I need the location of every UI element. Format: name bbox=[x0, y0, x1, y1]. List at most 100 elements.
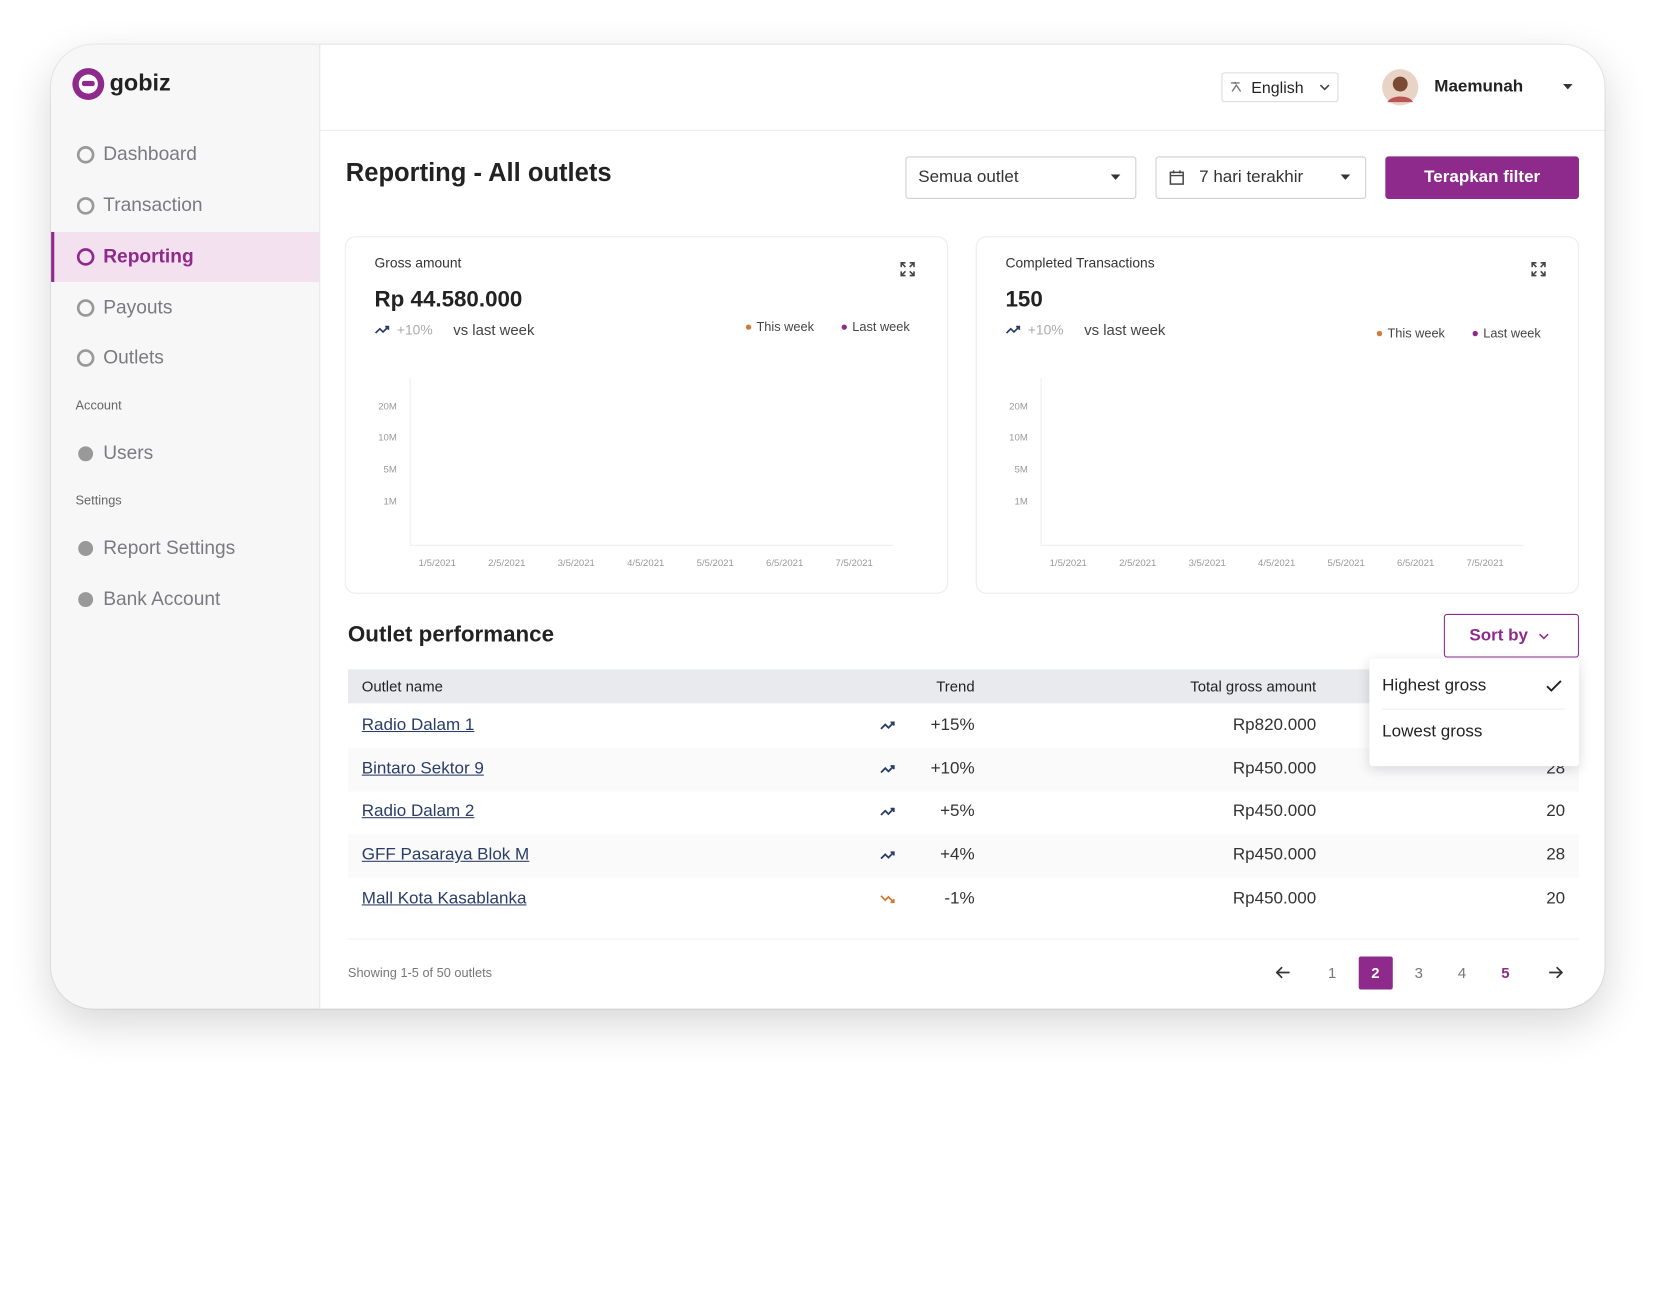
section-title: Outlet performance bbox=[347, 622, 555, 647]
column-header: Outlet name bbox=[361, 677, 443, 695]
legend-label: This week bbox=[1387, 325, 1445, 341]
page-number[interactable]: 2 bbox=[1371, 963, 1380, 982]
current-page-box bbox=[1358, 956, 1393, 990]
outlet-link[interactable]: Radio Dalam 2 bbox=[361, 802, 475, 821]
table-bottom-divider bbox=[347, 938, 1579, 940]
legend-label: This week bbox=[756, 319, 814, 335]
transaction-count: 28 bbox=[1546, 845, 1566, 865]
y-axis-line bbox=[409, 377, 411, 545]
nav-item[interactable]: Reporting bbox=[103, 245, 194, 267]
nav-icon bbox=[76, 197, 95, 215]
trend-up-icon bbox=[880, 808, 895, 817]
outlet-filter[interactable] bbox=[905, 156, 1137, 199]
check-icon bbox=[1546, 680, 1562, 692]
nav-icon bbox=[76, 349, 95, 367]
nav-item[interactable]: Bank Account bbox=[103, 587, 221, 610]
gross-amount: Rp450.000 bbox=[1232, 759, 1317, 778]
nav-item[interactable]: Report Settings bbox=[103, 536, 236, 559]
card-change: +10% bbox=[396, 321, 433, 338]
card-comparison: vs last week bbox=[453, 321, 535, 339]
trend-up-icon bbox=[374, 325, 390, 334]
card-value: Rp 44.580.000 bbox=[374, 287, 523, 312]
transaction-count: 20 bbox=[1546, 889, 1566, 908]
y-axis-line bbox=[1040, 377, 1042, 545]
nav-item[interactable]: Payouts bbox=[103, 296, 173, 318]
apply-button[interactable] bbox=[1385, 156, 1579, 199]
outlet-link[interactable]: Radio Dalam 1 bbox=[361, 716, 475, 735]
x-axis-label: 7/5/2021 bbox=[835, 557, 873, 569]
sort-menu-divider bbox=[1382, 708, 1566, 710]
prev-arrow bbox=[1275, 966, 1290, 979]
legend-dot bbox=[841, 324, 847, 330]
nav-section-heading: Account bbox=[75, 397, 122, 413]
calendar-icon bbox=[1169, 170, 1184, 185]
trend-value: -1% bbox=[944, 889, 975, 908]
x-axis-label: 2/5/2021 bbox=[488, 557, 526, 569]
date-filter[interactable] bbox=[1155, 156, 1367, 199]
nav-item[interactable]: Outlets bbox=[103, 346, 164, 368]
column-header: Trend bbox=[936, 677, 975, 695]
apply-button-label[interactable]: Terapkan filter bbox=[1424, 168, 1541, 187]
sort-button[interactable] bbox=[1443, 613, 1579, 658]
x-axis-label: 4/5/2021 bbox=[627, 557, 665, 569]
x-axis-label: 5/5/2021 bbox=[1327, 557, 1365, 569]
app-window: gobiz Dashboard Transaction Reporting Payout… bbox=[51, 44, 1605, 1009]
page-title: Reporting - All outlets bbox=[345, 158, 612, 188]
x-axis-label: 7/5/2021 bbox=[1466, 557, 1504, 569]
card-title: Completed Transactions bbox=[1005, 254, 1155, 271]
row-stripe bbox=[347, 834, 1579, 878]
nav-item[interactable]: Transaction bbox=[103, 194, 203, 216]
nav-item[interactable]: Dashboard bbox=[103, 143, 197, 165]
card-change: +10% bbox=[1027, 321, 1064, 338]
gross-amount: Rp450.000 bbox=[1232, 845, 1317, 865]
nav-item[interactable]: Users bbox=[103, 442, 154, 464]
trend-up-icon bbox=[880, 851, 895, 860]
user-name[interactable]: Maemunah bbox=[1434, 77, 1524, 96]
x-axis-label: 6/5/2021 bbox=[1397, 557, 1435, 569]
trend-up-icon bbox=[880, 764, 895, 773]
trend-value: +15% bbox=[930, 716, 975, 735]
brand-name: gobiz bbox=[109, 69, 171, 96]
date-filter-label[interactable]: 7 hari terakhir bbox=[1199, 168, 1304, 187]
language-select[interactable] bbox=[1221, 72, 1339, 103]
page-number[interactable]: 1 bbox=[1327, 963, 1337, 982]
outlet-link[interactable]: GFF Pasaraya Blok M bbox=[361, 845, 530, 865]
sort-option[interactable]: Lowest gross bbox=[1382, 722, 1483, 741]
sort-menu bbox=[1369, 658, 1579, 767]
x-axis-label: 6/5/2021 bbox=[766, 557, 804, 569]
y-axis-label: 5M bbox=[1014, 463, 1028, 475]
y-axis-label: 10M bbox=[1009, 431, 1028, 443]
legend-dot bbox=[745, 324, 752, 330]
nav-icon bbox=[76, 248, 95, 266]
language-icon bbox=[1231, 81, 1242, 92]
page-number[interactable]: 5 bbox=[1501, 963, 1510, 982]
outlet-link[interactable]: Bintaro Sektor 9 bbox=[361, 759, 484, 778]
y-axis-label: 20M bbox=[1009, 401, 1028, 412]
sort-button-label[interactable]: Sort by bbox=[1469, 626, 1529, 645]
avatar bbox=[1382, 69, 1419, 106]
language-label[interactable]: English bbox=[1251, 79, 1304, 98]
header-divider bbox=[319, 129, 1605, 131]
pagination-summary: Showing 1-5 of 50 outlets bbox=[347, 965, 493, 980]
transaction-count: 20 bbox=[1546, 802, 1566, 821]
page-number[interactable]: 4 bbox=[1457, 963, 1467, 982]
outlet-filter-label[interactable]: Semua outlet bbox=[918, 168, 1019, 187]
legend-dot bbox=[1472, 330, 1478, 337]
nav-icon bbox=[76, 299, 95, 317]
y-axis-label: 20M bbox=[378, 401, 397, 412]
x-axis-label: 3/5/2021 bbox=[1188, 557, 1226, 569]
legend-label: Last week bbox=[1483, 325, 1541, 341]
outlet-link[interactable]: Mall Kota Kasablanka bbox=[361, 889, 527, 908]
select-caret bbox=[1340, 174, 1351, 180]
page-number[interactable]: 3 bbox=[1414, 963, 1423, 982]
sort-option[interactable]: Highest gross bbox=[1382, 676, 1487, 695]
select-caret bbox=[1110, 174, 1121, 180]
nav-section-heading: Settings bbox=[75, 492, 122, 508]
trend-value: +10% bbox=[930, 759, 975, 778]
brand-logo bbox=[72, 68, 105, 101]
expand-icon bbox=[1531, 262, 1546, 277]
x-axis-label: 5/5/2021 bbox=[696, 557, 734, 569]
